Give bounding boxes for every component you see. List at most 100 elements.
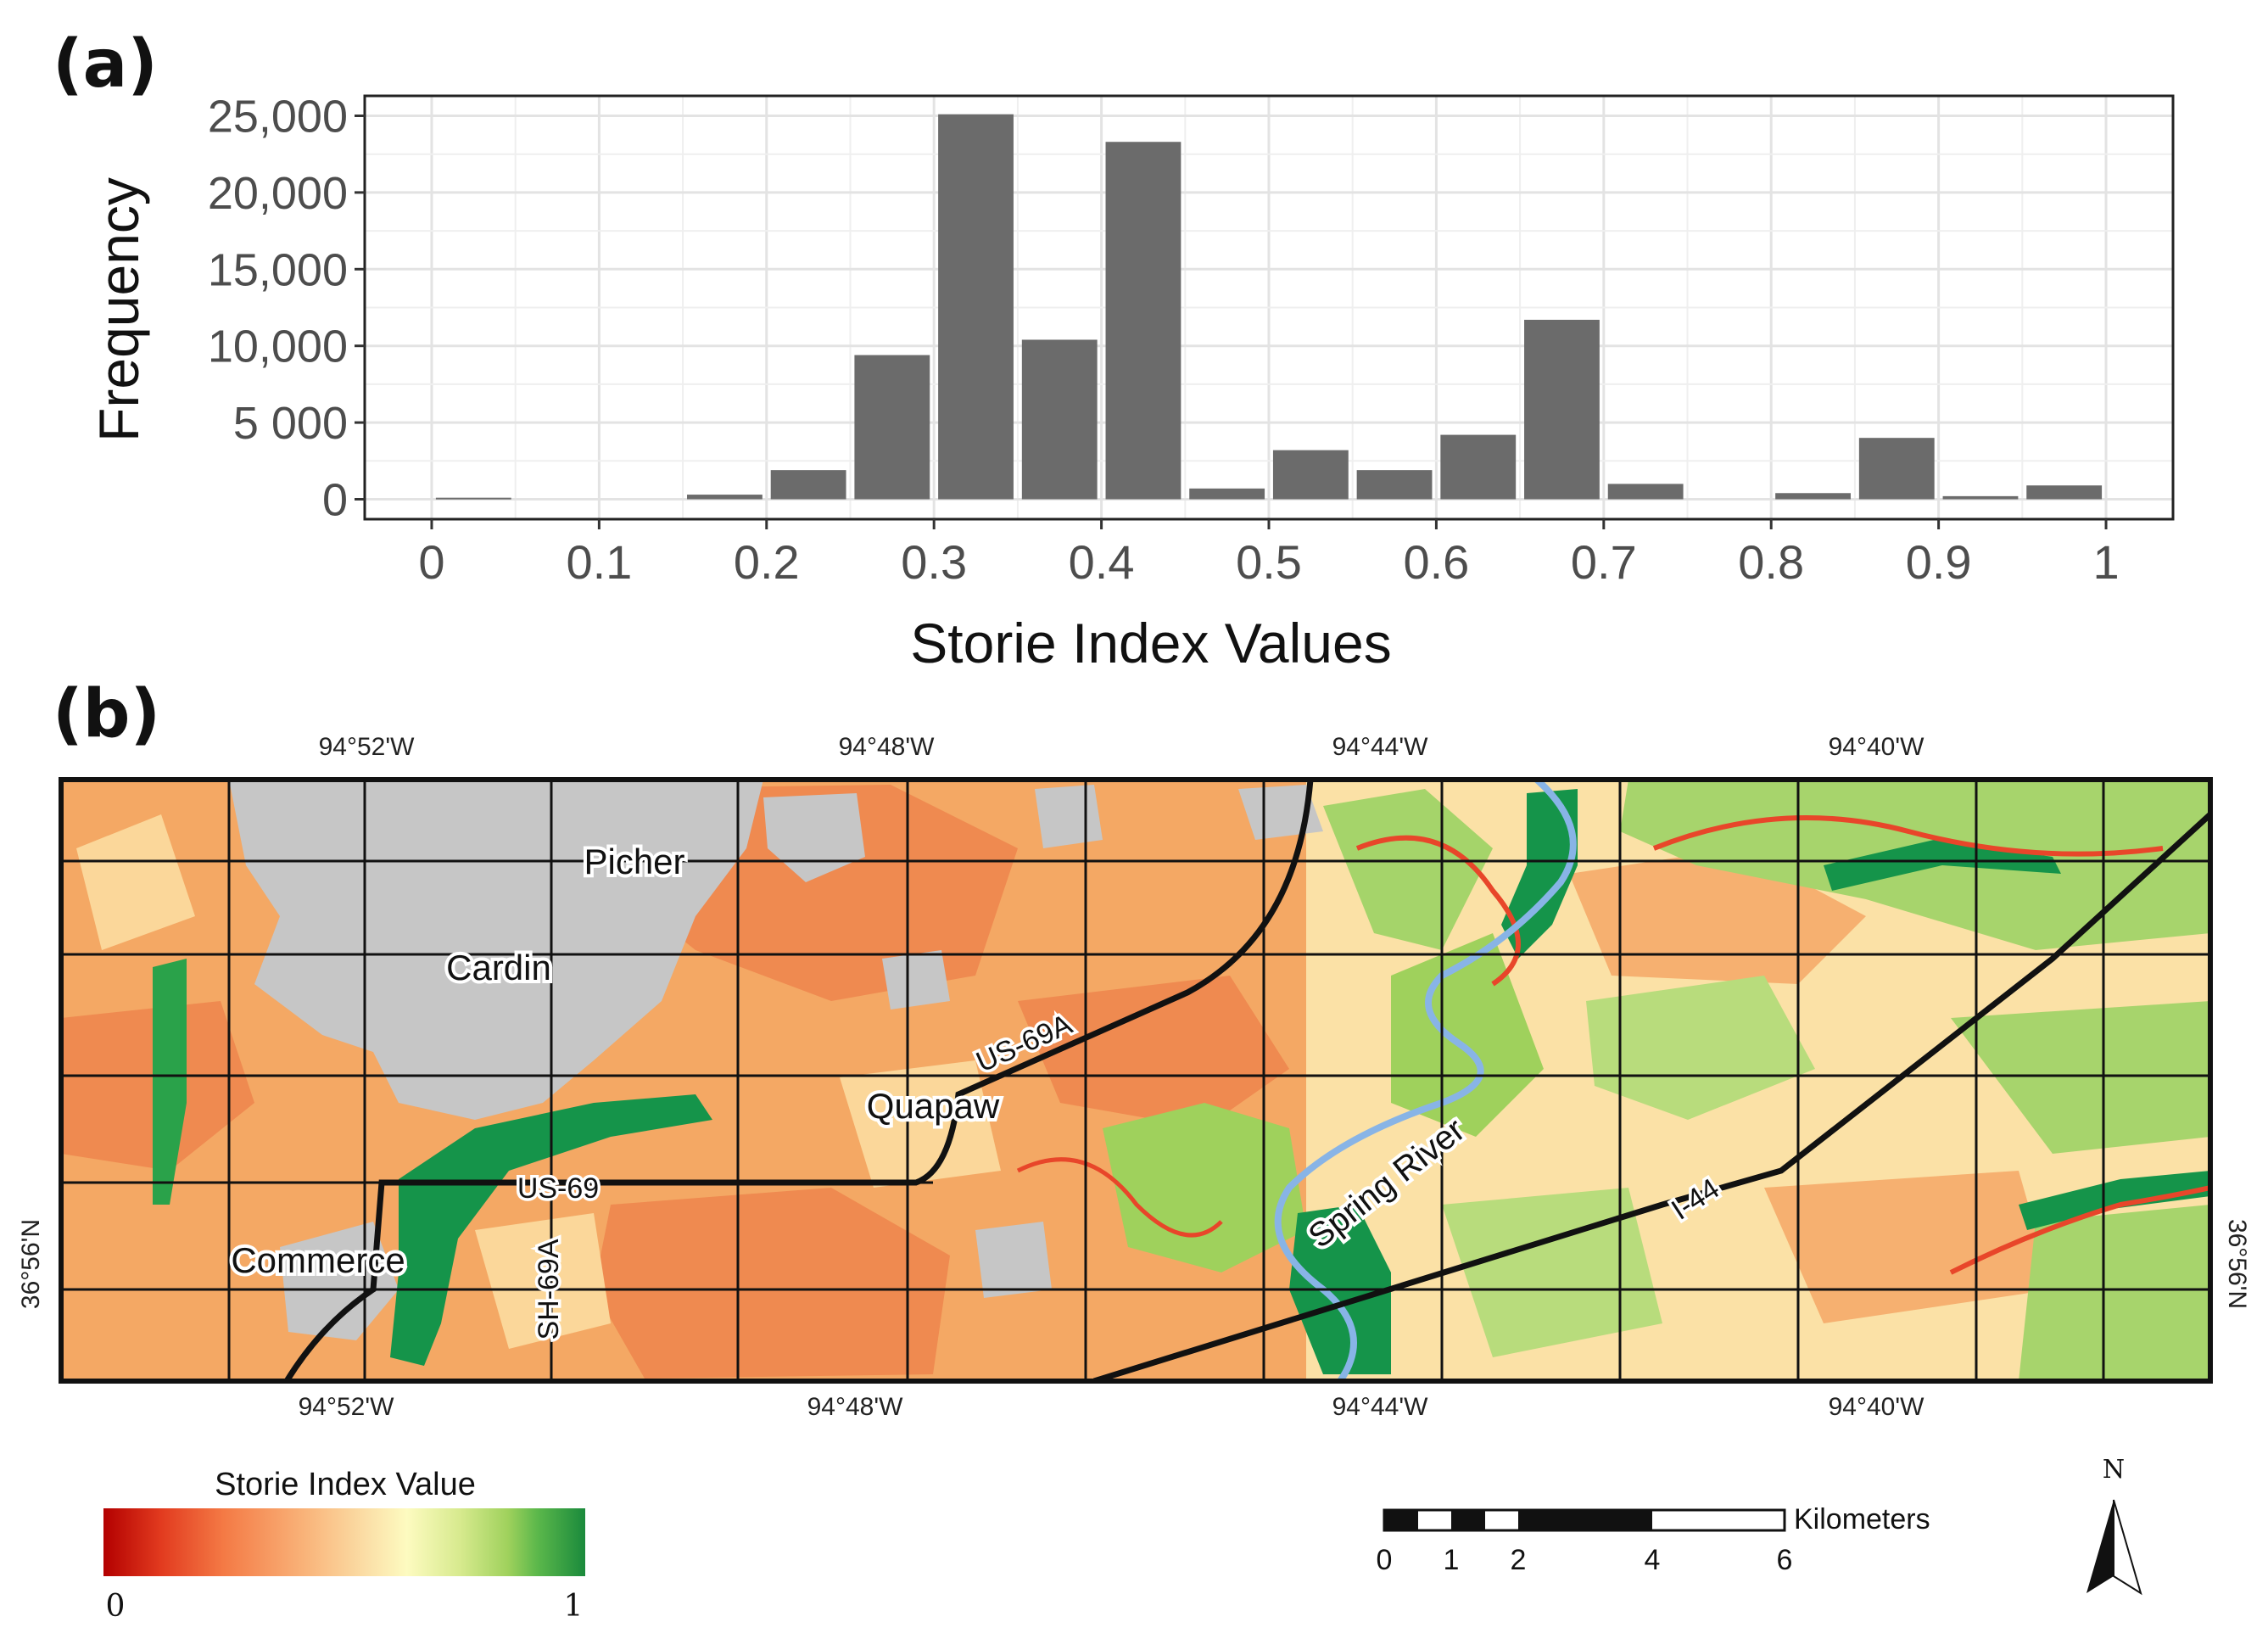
town-label-quapaw: Quapaw: [867, 1086, 1000, 1126]
y-tick-label: 10,000: [208, 322, 348, 372]
drainage-line-4: [1016, 1157, 1223, 1238]
drainage-line-2: [1652, 815, 2164, 857]
histogram-bar: [1858, 438, 1935, 500]
lat-label-right: 36°56'N: [2223, 1219, 2251, 1309]
scale-tick-0: 0: [1377, 1544, 1393, 1576]
x-axis-ticks: 0 0.1 0.2 0.3 0.4 0.5 0.6 0.7 0.8 0.9 1: [418, 519, 2120, 589]
histogram-bar: [938, 114, 1014, 500]
pale-zone-1: [76, 814, 195, 950]
lon-label-top-2: 94°48'W: [839, 733, 935, 761]
x-tick-label: 0.7: [1571, 535, 1637, 589]
deep-orange-zone-2: [594, 1188, 950, 1379]
orange-zone-east-2: [1764, 1171, 2053, 1323]
y-tick-label: 25,000: [208, 92, 348, 143]
x-tick-label: 0.6: [1403, 535, 1469, 589]
pale-zone-3: [475, 1213, 611, 1349]
legend-max-label: 1: [564, 1589, 584, 1624]
scale-tick-1: 1: [1444, 1544, 1460, 1576]
histogram-bar: [1775, 493, 1851, 500]
x-tick-label: 0: [418, 535, 444, 589]
land-suitability-map: [61, 780, 2210, 1381]
histogram-bar: [435, 497, 511, 500]
lon-label-top-4: 94°40'W: [1829, 733, 1924, 761]
histogram-bar: [1942, 495, 2019, 500]
histogram-bar: [1105, 142, 1181, 500]
green-zone-8: [1442, 1188, 1662, 1357]
histogram-bar: [1272, 450, 1349, 500]
urban-area-3: [1035, 785, 1103, 848]
urban-area-6: [975, 1222, 1052, 1298]
lon-label-bottom-2: 94°48'W: [807, 1393, 903, 1421]
map-frame: [59, 777, 2213, 1384]
drainage-line-1: [1355, 835, 1521, 987]
histogram-bar: [2026, 485, 2103, 500]
histogram-bars: [435, 114, 2103, 500]
histogram-bar: [1440, 434, 1517, 500]
x-tick-label: 0.8: [1738, 535, 1804, 589]
green-strip-3: [153, 959, 187, 1205]
histogram-bar: [687, 495, 763, 500]
x-axis-title: Storie Index Values: [910, 612, 1391, 674]
green-strip-1: [1824, 840, 2061, 891]
green-zone-2: [1323, 789, 1493, 950]
x-tick-label: 0.1: [566, 535, 632, 589]
grid-lines: [365, 96, 2173, 519]
road-label-us69: US-69: [517, 1172, 599, 1205]
histogram-bar: [1524, 319, 1600, 500]
town-label-picher: Picher: [584, 842, 684, 881]
legend-min-label: 0: [106, 1589, 126, 1624]
lon-label-top-1: 94°52'W: [319, 733, 415, 761]
histogram-bar: [854, 355, 930, 500]
panel-b-label: (b): [53, 676, 160, 752]
urban-area-1: [229, 780, 763, 1120]
legend-color-ramp: [103, 1508, 585, 1576]
lon-label-bottom-4: 94°40'W: [1829, 1393, 1924, 1421]
x-tick-label: 1: [2092, 535, 2119, 589]
floodplain-west: [390, 1094, 712, 1366]
drainage-line-3: [1949, 1185, 2210, 1275]
scale-unit-label: Kilometers: [1794, 1503, 1930, 1535]
north-arrow-icon: [2086, 1499, 2142, 1596]
x-tick-label: 0.3: [901, 535, 967, 589]
x-tick-label: 0.5: [1236, 535, 1302, 589]
floodplain-river-north: [1501, 789, 1578, 959]
histogram-bar: [1356, 470, 1433, 500]
x-tick-label: 0.9: [1906, 535, 1972, 589]
x-tick-label: 0.2: [734, 535, 800, 589]
y-tick-label: 15,000: [208, 244, 348, 295]
histogram-bar: [770, 470, 846, 500]
scale-tick-6: 6: [1777, 1544, 1793, 1576]
y-tick-label: 5 000: [233, 398, 348, 449]
x-tick-label: 0.4: [1069, 535, 1135, 589]
legend-title: Storie Index Value: [215, 1467, 476, 1502]
histogram-chart: 0 0.1 0.2 0.3 0.4 0.5 0.6 0.7 0.8 0.9 1 05 00010,0…: [87, 92, 2175, 674]
green-zone-7: [2019, 1205, 2210, 1381]
green-zone-5: [1586, 976, 1815, 1120]
lat-label-left: 36°56'N: [17, 1219, 45, 1309]
green-zone-1: [1103, 1103, 1306, 1272]
scale-tick-2: 2: [1511, 1544, 1527, 1576]
road-label-sh69a: SH-69A: [533, 1239, 565, 1340]
highways: [284, 780, 2210, 1381]
urban-area-8: [882, 950, 950, 1010]
north-arrow-label: N: [2103, 1455, 2125, 1485]
y-axis-title: Frequency: [87, 177, 150, 442]
town-label-commerce: Commerce: [231, 1240, 405, 1280]
lon-label-bottom-3: 94°44'W: [1332, 1393, 1428, 1421]
histogram-bar: [1189, 488, 1265, 500]
panel-a-label: (a): [53, 26, 158, 103]
y-tick-label: 20,000: [208, 168, 348, 219]
y-axis-ticks: 0 5 000 10,000 15,000 20,000 25,000: [208, 92, 365, 525]
lon-label-bottom-1: 94°52'W: [299, 1393, 394, 1421]
histogram-bar: [1607, 484, 1684, 500]
y-tick-label: 0: [322, 474, 348, 525]
histogram-bar: [1021, 339, 1098, 500]
urban-area-5: [280, 1222, 399, 1340]
green-zone-3: [1391, 933, 1544, 1137]
green-strip-2: [2019, 1171, 2210, 1230]
lon-label-top-3: 94°44'W: [1332, 733, 1428, 761]
town-label-cardin: Cardin: [446, 948, 551, 987]
scale-tick-4: 4: [1645, 1544, 1661, 1576]
spring-river: [1274, 780, 1577, 1381]
